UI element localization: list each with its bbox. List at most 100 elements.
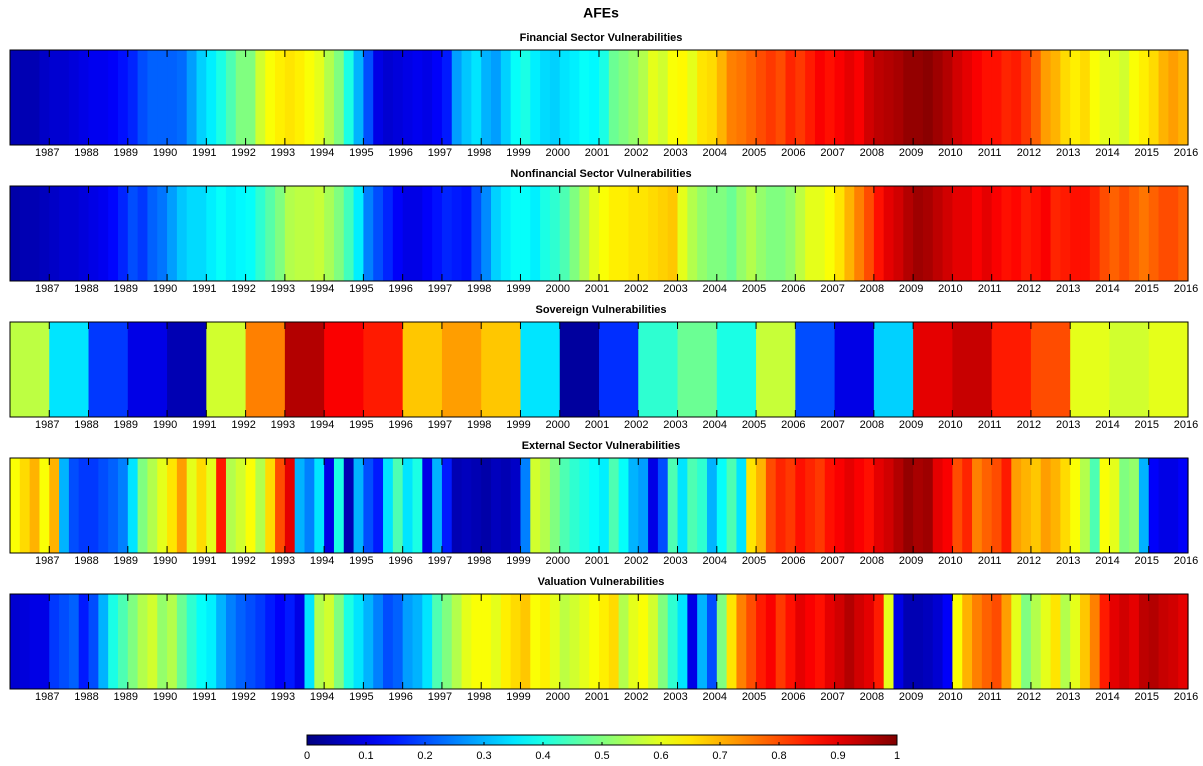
heat-cell (245, 322, 286, 417)
x-tick-label: 2012 (1017, 283, 1041, 295)
heat-cell (186, 594, 198, 689)
heat-cell (491, 458, 502, 553)
x-tick-label: 1992 (231, 419, 255, 431)
heat-cell (108, 594, 119, 689)
heat-cell (579, 594, 590, 689)
heat-cell (1178, 186, 1189, 281)
x-tick-label: 2016 (1174, 419, 1198, 431)
heat-cell (706, 186, 718, 281)
heat-cell (873, 322, 914, 417)
heat-cell (716, 458, 728, 553)
heat-cell (913, 186, 924, 281)
heat-cell (1040, 186, 1052, 281)
heat-cell (422, 594, 433, 689)
heat-cell (451, 594, 463, 689)
heat-cell (216, 186, 227, 281)
heat-cell (873, 50, 885, 145)
heat-cell (1178, 458, 1189, 553)
x-tick-label: 1999 (506, 283, 530, 295)
x-tick-label: 2004 (703, 555, 727, 567)
heat-cell (1089, 458, 1101, 553)
x-tick-label: 2003 (663, 419, 687, 431)
heat-cell (186, 50, 198, 145)
heat-cell (314, 50, 325, 145)
heat-cell (127, 594, 139, 689)
heat-cell (697, 458, 708, 553)
x-tick-label: 1993 (271, 555, 295, 567)
heat-cell (1030, 594, 1042, 689)
heat-cell (1001, 458, 1012, 553)
heat-cell (981, 594, 993, 689)
heat-cell (451, 50, 463, 145)
heat-cell (1060, 458, 1071, 553)
heat-cell (864, 458, 875, 553)
heat-cell (284, 50, 296, 145)
colorbar-tick-label: 0.1 (358, 750, 373, 762)
heat-cell (657, 186, 669, 281)
heat-cell (687, 594, 698, 689)
heat-cell (1119, 458, 1130, 553)
x-tick-label: 1988 (74, 147, 98, 159)
heat-cell (1148, 50, 1160, 145)
heat-cell (441, 186, 453, 281)
heat-cell (206, 322, 247, 417)
heat-cell (1011, 458, 1022, 553)
heat-cell (1138, 458, 1150, 553)
x-tick-label: 2015 (1134, 555, 1158, 567)
heat-cell (1148, 458, 1160, 553)
x-tick-label: 2007 (820, 555, 844, 567)
heat-cell (942, 186, 953, 281)
heat-cell (756, 322, 796, 417)
heat-cell (235, 458, 247, 553)
heat-cell (1080, 50, 1091, 145)
heat-cell (1001, 50, 1012, 145)
x-tick-label: 1988 (74, 555, 98, 567)
heat-cell (1148, 186, 1160, 281)
heat-cell (805, 594, 816, 689)
x-tick-label: 1998 (467, 419, 491, 431)
heat-cell (225, 458, 237, 553)
x-tick-label: 1989 (114, 691, 138, 703)
heat-cell (108, 458, 119, 553)
x-tick-label: 2012 (1017, 419, 1041, 431)
heat-cell (373, 594, 384, 689)
heat-cell (1080, 594, 1091, 689)
heat-cell (854, 50, 865, 145)
heat-cell (147, 594, 158, 689)
heat-cell (392, 50, 404, 145)
heat-cell (500, 458, 512, 553)
x-tick-label: 1989 (114, 283, 138, 295)
x-tick-label: 1990 (153, 147, 177, 159)
heat-cell (19, 186, 31, 281)
heat-cell (765, 186, 777, 281)
heat-cell (167, 594, 178, 689)
heat-cell (1021, 50, 1032, 145)
heat-cell (127, 458, 139, 553)
heat-cell (265, 186, 276, 281)
heat-cell (932, 594, 944, 689)
heat-cell (383, 594, 394, 689)
heat-cell (78, 458, 90, 553)
heat-cell (1060, 50, 1071, 145)
heat-cell (1119, 594, 1130, 689)
x-tick-label: 2007 (820, 691, 844, 703)
heat-cell (412, 50, 423, 145)
heat-cell (432, 594, 443, 689)
x-tick-label: 2005 (742, 555, 766, 567)
heat-cell (275, 50, 286, 145)
heat-cell (1089, 186, 1101, 281)
heat-cell (599, 186, 610, 281)
x-tick-label: 2003 (663, 555, 687, 567)
x-tick-label: 1999 (506, 555, 530, 567)
heat-cell (1070, 322, 1111, 417)
heat-cell (520, 458, 531, 553)
x-tick-label: 2001 (585, 419, 609, 431)
x-tick-label: 2007 (820, 147, 844, 159)
heat-cell (333, 186, 345, 281)
heat-cell (402, 594, 414, 689)
heat-cell (972, 594, 983, 689)
heat-cell (706, 458, 718, 553)
heat-cell (1158, 50, 1169, 145)
colorbar-tick-label: 0.9 (830, 750, 845, 762)
